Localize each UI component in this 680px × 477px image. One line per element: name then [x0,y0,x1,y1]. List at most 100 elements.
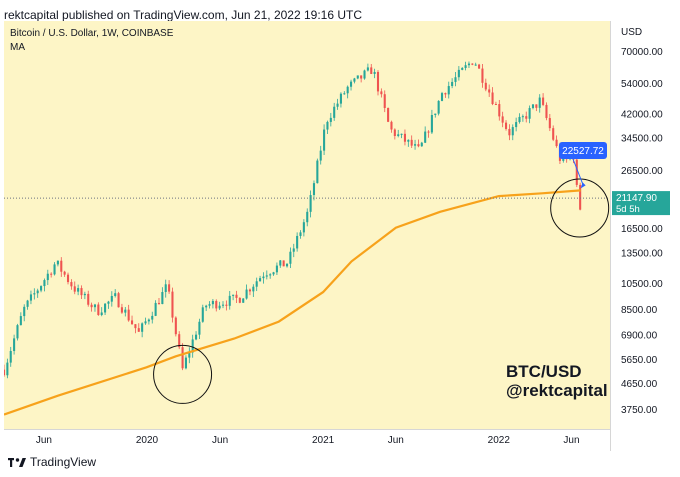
candle-body [356,75,359,79]
candle-body [225,304,228,306]
candle-body [555,139,558,147]
candle-body [336,103,339,107]
x-tick-label: Jun [388,435,404,446]
btc-weekly-chart[interactable]: 22527.72 Bitcoin / U.S. Dollar, 1W, COIN… [4,21,676,451]
candle-body [474,64,477,66]
candle-body [376,71,380,92]
candle-body [451,81,454,87]
candle-body [481,68,484,83]
candle-body [353,78,356,82]
x-tick-label: 2021 [312,435,335,446]
candle-body [349,81,353,87]
candle-body [33,293,36,295]
candle-body [90,304,93,308]
candle-body [329,117,332,122]
candle-body [63,271,66,275]
candle-body [134,324,137,329]
y-tick-label: 13500.00 [621,248,663,259]
candle-body [302,222,305,233]
candle-body [262,276,265,279]
callout-box [559,142,607,159]
candle-body [4,369,6,376]
ma-line [4,189,581,416]
y-tick-label: 42000.00 [621,110,663,121]
candle-body [275,265,278,273]
candle-body [387,107,390,122]
candle-body [130,320,134,325]
candle-body [461,67,464,70]
candle-body [447,86,450,95]
candle-body [168,284,171,292]
candle-body [127,309,130,321]
candle-body [43,280,46,287]
candle-body [124,309,127,313]
candle-body [434,113,437,115]
candle-body [184,357,187,369]
candle-body [339,93,342,104]
candle-body [80,288,83,296]
candle-body [191,339,194,353]
candle-body [238,297,241,303]
candle-body [420,142,423,147]
y-tick-label: 10500.00 [621,279,663,290]
x-tick-label: Jun [36,435,52,446]
y-tick-label: 70000.00 [621,47,663,58]
candle-body [97,304,100,316]
candle-body [380,91,383,95]
candle-body [494,104,497,106]
candle-body [478,64,481,69]
symbol-label: Bitcoin / U.S. Dollar, 1W, COINBASE [10,28,174,39]
price-tag-countdown: 5d 5h [616,204,640,215]
candle-body [323,129,326,151]
candle-body [16,325,19,339]
candle-body [19,316,22,326]
watermark-line-1: BTC/USD [506,362,582,381]
candle-body [77,288,80,292]
candle-body [195,334,198,340]
candle-body [40,286,43,291]
candle-body [117,293,120,308]
candle-body [87,293,90,305]
candle-body [531,104,535,109]
candle-body [259,278,262,282]
candle-body [296,235,299,249]
candle-body [360,75,363,79]
candle-body [282,260,285,267]
candle-body [511,127,514,136]
candle-body [525,116,528,119]
candle-body [545,104,548,119]
candle-body [147,319,150,322]
candle-body [316,160,319,184]
x-tick-label: 2022 [488,435,511,446]
candle-body [562,157,565,161]
candle-body [346,86,349,94]
candle-body [13,338,16,352]
candle-body [424,131,427,143]
y-tick-label: 54000.00 [621,79,663,90]
candle-body [151,315,154,320]
callout-arrowhead [580,182,586,189]
indicator-label: MA [10,42,25,53]
candle-body [343,93,346,95]
candle-body [144,321,147,324]
currency-label: USD [621,27,642,38]
candle-body [414,144,417,146]
candle-body [221,304,225,306]
x-tick-label: 2020 [136,435,159,446]
candle-body [407,139,410,142]
candle-body [528,108,531,119]
highlight-circles [153,178,610,404]
candle-body [157,302,161,305]
candle-body [575,159,578,185]
candle-body [218,305,221,309]
candle-body [498,104,501,117]
candle-body [390,121,393,130]
candle-body [164,284,167,293]
candle-body [29,294,32,301]
candle-body [373,71,376,74]
y-tick-label: 6900.00 [621,331,658,342]
candle-body [50,273,53,275]
candle-body [538,97,541,108]
candle-body [508,128,511,136]
candle-body [56,260,59,265]
